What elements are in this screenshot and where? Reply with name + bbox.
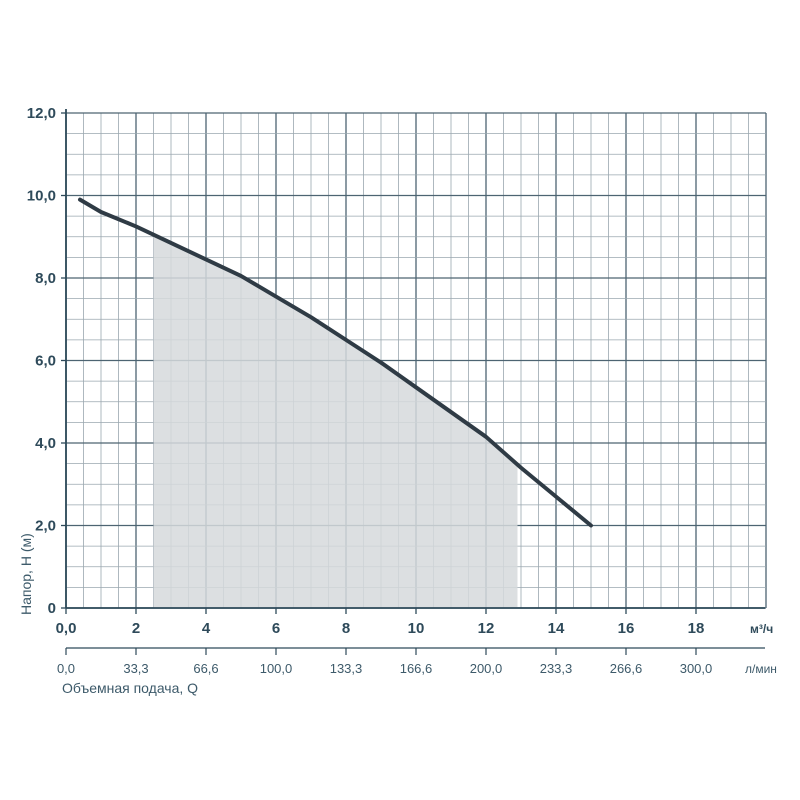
operating-range-area [153, 234, 518, 608]
x-unit-lmin: л/мин [745, 662, 777, 676]
x2-tick-label: 100,0 [260, 661, 293, 676]
y-tick-label: 2,0 [35, 518, 56, 535]
x2-tick-label: 233,3 [540, 661, 573, 676]
y-tick-label: 0 [48, 600, 56, 617]
x-tick-label: 18 [688, 620, 705, 637]
x-axis-title: Объемная подача, Q [62, 680, 198, 696]
x-tick-label: 6 [272, 620, 280, 637]
x2-tick-label: 133,3 [330, 661, 363, 676]
x2-tick-label: 266,6 [610, 661, 643, 676]
y-tick-label: 6,0 [35, 353, 56, 370]
x-tick-label: 16 [618, 620, 635, 637]
x2-tick-label: 300,0 [680, 661, 713, 676]
x2-tick-label: 66,6 [193, 661, 218, 676]
x-tick-label: 12 [478, 620, 495, 637]
y-tick-label: 8,0 [35, 270, 56, 287]
y-tick-label: 4,0 [35, 435, 56, 452]
x2-tick-label: 33,3 [123, 661, 148, 676]
x-tick-labels-m3h: 0,0 2 4 6 8 10 12 14 16 18 [56, 608, 705, 637]
y-tick-labels: 0 2,0 4,0 6,0 8,0 10,0 12,0 [27, 105, 66, 617]
x-tick-label: 14 [548, 620, 565, 637]
x-tick-label: 0,0 [56, 620, 77, 637]
x-tick-label: 10 [408, 620, 425, 637]
x2-tick-label: 166,6 [400, 661, 433, 676]
x2-tick-label: 200,0 [470, 661, 503, 676]
pump-head-curve [78, 197, 593, 528]
x-tick-label: 4 [202, 620, 211, 637]
y-tick-label: 12,0 [27, 105, 56, 122]
x-tick-labels-lmin: 0,0 33,3 66,6 100,0 133,3 166,6 200,0 233,3 266,… [57, 648, 712, 676]
y-axis-title: Напор, H (м) [18, 533, 34, 615]
x2-tick-label: 0,0 [57, 661, 75, 676]
y-tick-label: 10,0 [27, 188, 56, 205]
x-unit-m3h: м³/ч [750, 622, 773, 636]
x-tick-label: 8 [342, 620, 350, 637]
x-tick-label: 2 [132, 620, 140, 637]
